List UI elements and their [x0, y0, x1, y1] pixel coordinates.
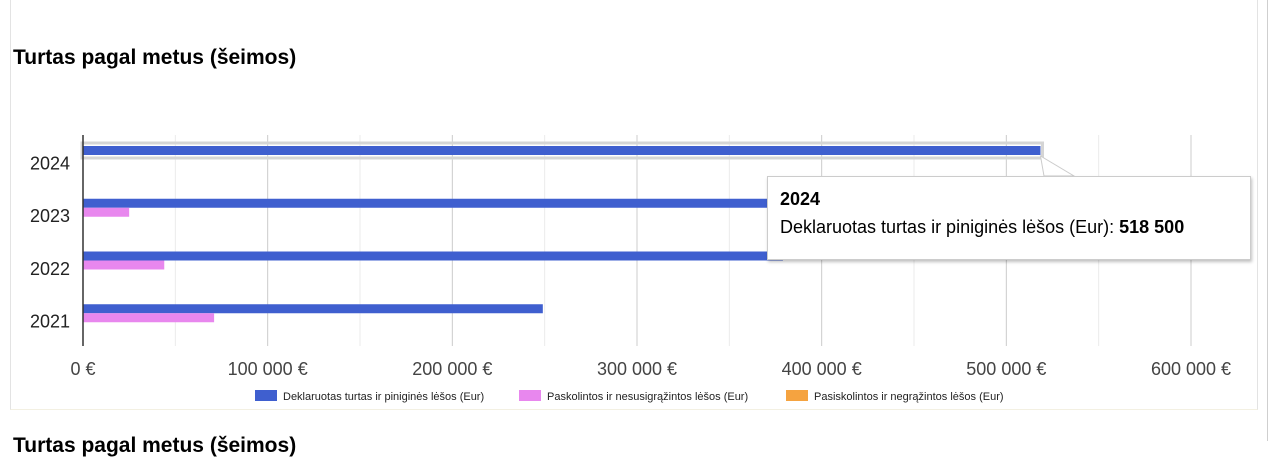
x-tick-label: 300 000 € — [597, 359, 677, 379]
y-category-label: 2024 — [30, 153, 70, 173]
tooltip-label: Deklaruotas turtas ir piniginės lėšos (E… — [780, 217, 1120, 237]
chart-panel — [10, 0, 1258, 410]
bar-highlight — [80, 141, 1044, 160]
next-section-title: Turtas pagal metus (šeimos) — [13, 434, 297, 457]
legend-label: Deklaruotas turtas ir piniginės lėšos (E… — [283, 391, 484, 403]
x-tick-label: 100 000 € — [228, 359, 308, 379]
y-category-label: 2021 — [30, 312, 70, 332]
y-category-label: 2022 — [30, 259, 70, 279]
tooltip-value: 518 500 — [1119, 217, 1185, 237]
section-title: Turtas pagal metus (šeimos) — [13, 46, 297, 69]
y-category-label: 2023 — [30, 206, 70, 226]
tooltip-line: Deklaruotas turtas ir piniginės lėšos (E… — [780, 217, 1184, 238]
legend-swatch — [786, 390, 808, 401]
x-tick-label: 500 000 € — [966, 359, 1046, 379]
tooltip-title: 2024 — [780, 189, 821, 209]
bar[interactable] — [83, 251, 783, 261]
bar[interactable] — [83, 304, 543, 314]
x-tick-label: 600 000 € — [1151, 359, 1231, 379]
chart-tooltip: 2024 Deklaruotas turtas ir piniginės lėš… — [767, 176, 1251, 260]
bar[interactable] — [83, 260, 165, 270]
bar[interactable] — [83, 313, 215, 323]
bar[interactable] — [83, 198, 770, 208]
x-tick-label: 200 000 € — [412, 359, 492, 379]
page-frame — [1267, 0, 1268, 441]
x-tick-label: 0 € — [70, 359, 95, 379]
legend-label: Paskolintos ir nesusigrąžintos lėšos (Eu… — [547, 391, 748, 403]
tooltip-pointer — [1039, 155, 1076, 177]
bar[interactable] — [83, 207, 130, 217]
legend-label: Pasiskolintos ir negrąžintos lėšos (Eur) — [814, 391, 1004, 403]
legend-swatch — [519, 390, 541, 401]
legend-swatch — [255, 390, 277, 401]
bar[interactable] — [83, 146, 1041, 155]
x-tick-label: 400 000 € — [782, 359, 862, 379]
